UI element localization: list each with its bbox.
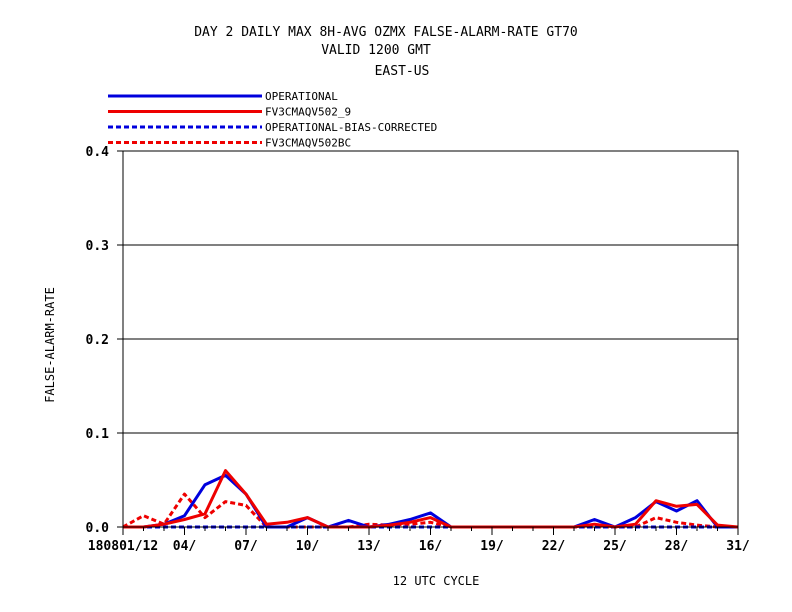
series-group	[122, 469, 739, 529]
legend-label: FV3CMAQV502BC	[265, 137, 351, 150]
x-axis-ticks: 180801/12 04/07/10/13/16/19/22/25/28/31/	[88, 527, 750, 554]
x-tick-label: 13/	[357, 539, 381, 554]
x-tick-label: 180801/12	[88, 539, 158, 554]
y-tick-label: 0.0	[86, 521, 110, 536]
x-tick-label: 31/	[726, 539, 750, 554]
y-tick-label: 0.1	[86, 427, 110, 442]
chart-title-line-2: VALID 1200 GMT	[321, 43, 431, 58]
x-tick-label: 19/	[480, 539, 504, 554]
grid-lines	[123, 244, 738, 434]
series-line	[122, 492, 738, 529]
series-line	[123, 473, 738, 529]
y-axis-ticks: 0.0 0.1 0.2 0.3 0.4	[86, 145, 123, 536]
x-tick-label: 25/	[603, 539, 627, 554]
legend-label: OPERATIONAL-BIAS-CORRECTED	[265, 121, 437, 134]
x-tick-label: 04/	[173, 539, 197, 554]
series-line	[123, 469, 739, 529]
chart-title-line-1: DAY 2 DAILY MAX 8H-AVG OZMX FALSE-ALARM-…	[194, 25, 578, 40]
legend-label: OPERATIONAL	[265, 90, 338, 103]
x-axis-label: 12 UTC CYCLE	[393, 574, 480, 588]
y-tick-label: 0.2	[86, 333, 109, 348]
y-axis-label: FALSE-ALARM-RATE	[43, 287, 57, 403]
x-tick-label: 07/	[234, 539, 258, 554]
legend: OPERATIONAL FV3CMAQV502_9 OPERATIONAL-BIAS…	[108, 90, 437, 150]
x-tick-label: 22/	[542, 539, 566, 554]
x-tick-label: 10/	[296, 539, 320, 554]
x-tick-label: 28/	[665, 539, 689, 554]
legend-label: FV3CMAQV502_9	[265, 106, 351, 119]
y-tick-label: 0.4	[86, 145, 110, 160]
y-tick-label: 0.3	[86, 239, 109, 254]
x-tick-label: 16/	[419, 539, 443, 554]
chart-title-line-3: EAST-US	[375, 64, 430, 79]
